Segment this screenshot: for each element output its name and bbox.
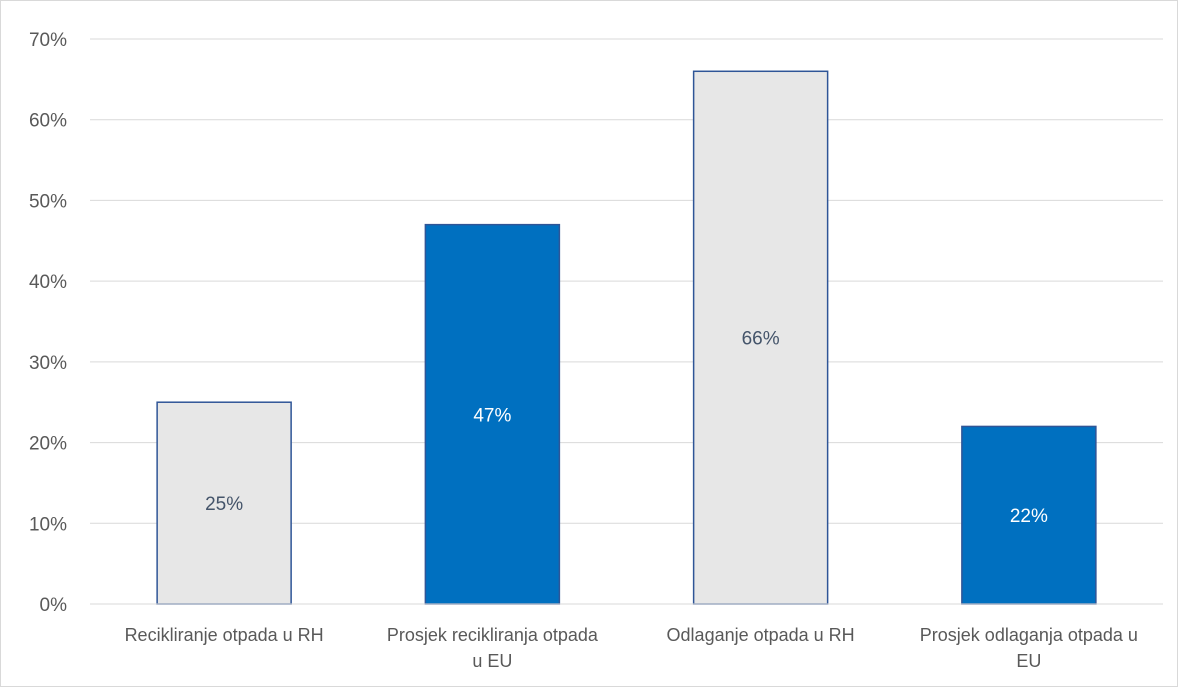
data-label: 47% bbox=[473, 405, 511, 426]
y-tick-label: 50% bbox=[29, 191, 67, 212]
data-label: 22% bbox=[1010, 506, 1048, 527]
y-tick-label: 60% bbox=[29, 111, 67, 132]
y-tick-label: 10% bbox=[29, 514, 67, 535]
y-tick-label: 30% bbox=[29, 353, 67, 374]
x-category-label: u EU bbox=[472, 651, 512, 671]
x-category-label: EU bbox=[1016, 651, 1041, 671]
x-category-label: Recikliranje otpada u RH bbox=[125, 625, 324, 645]
bar bbox=[424, 223, 561, 605]
data-label: 66% bbox=[742, 329, 780, 350]
bar bbox=[692, 70, 829, 605]
y-tick-label: 70% bbox=[29, 30, 67, 51]
y-tick-label: 20% bbox=[29, 434, 67, 455]
data-label: 25% bbox=[205, 494, 243, 515]
y-tick-label: 0% bbox=[40, 595, 68, 616]
bar bbox=[961, 425, 1097, 605]
bar bbox=[156, 401, 292, 605]
x-category-label: Prosjek recikliranja otpada bbox=[387, 625, 599, 645]
x-category-label: Odlaganje otpada u RH bbox=[667, 625, 855, 645]
x-category-label: Prosjek odlaganja otpada u bbox=[920, 625, 1138, 645]
y-tick-label: 40% bbox=[29, 272, 67, 293]
